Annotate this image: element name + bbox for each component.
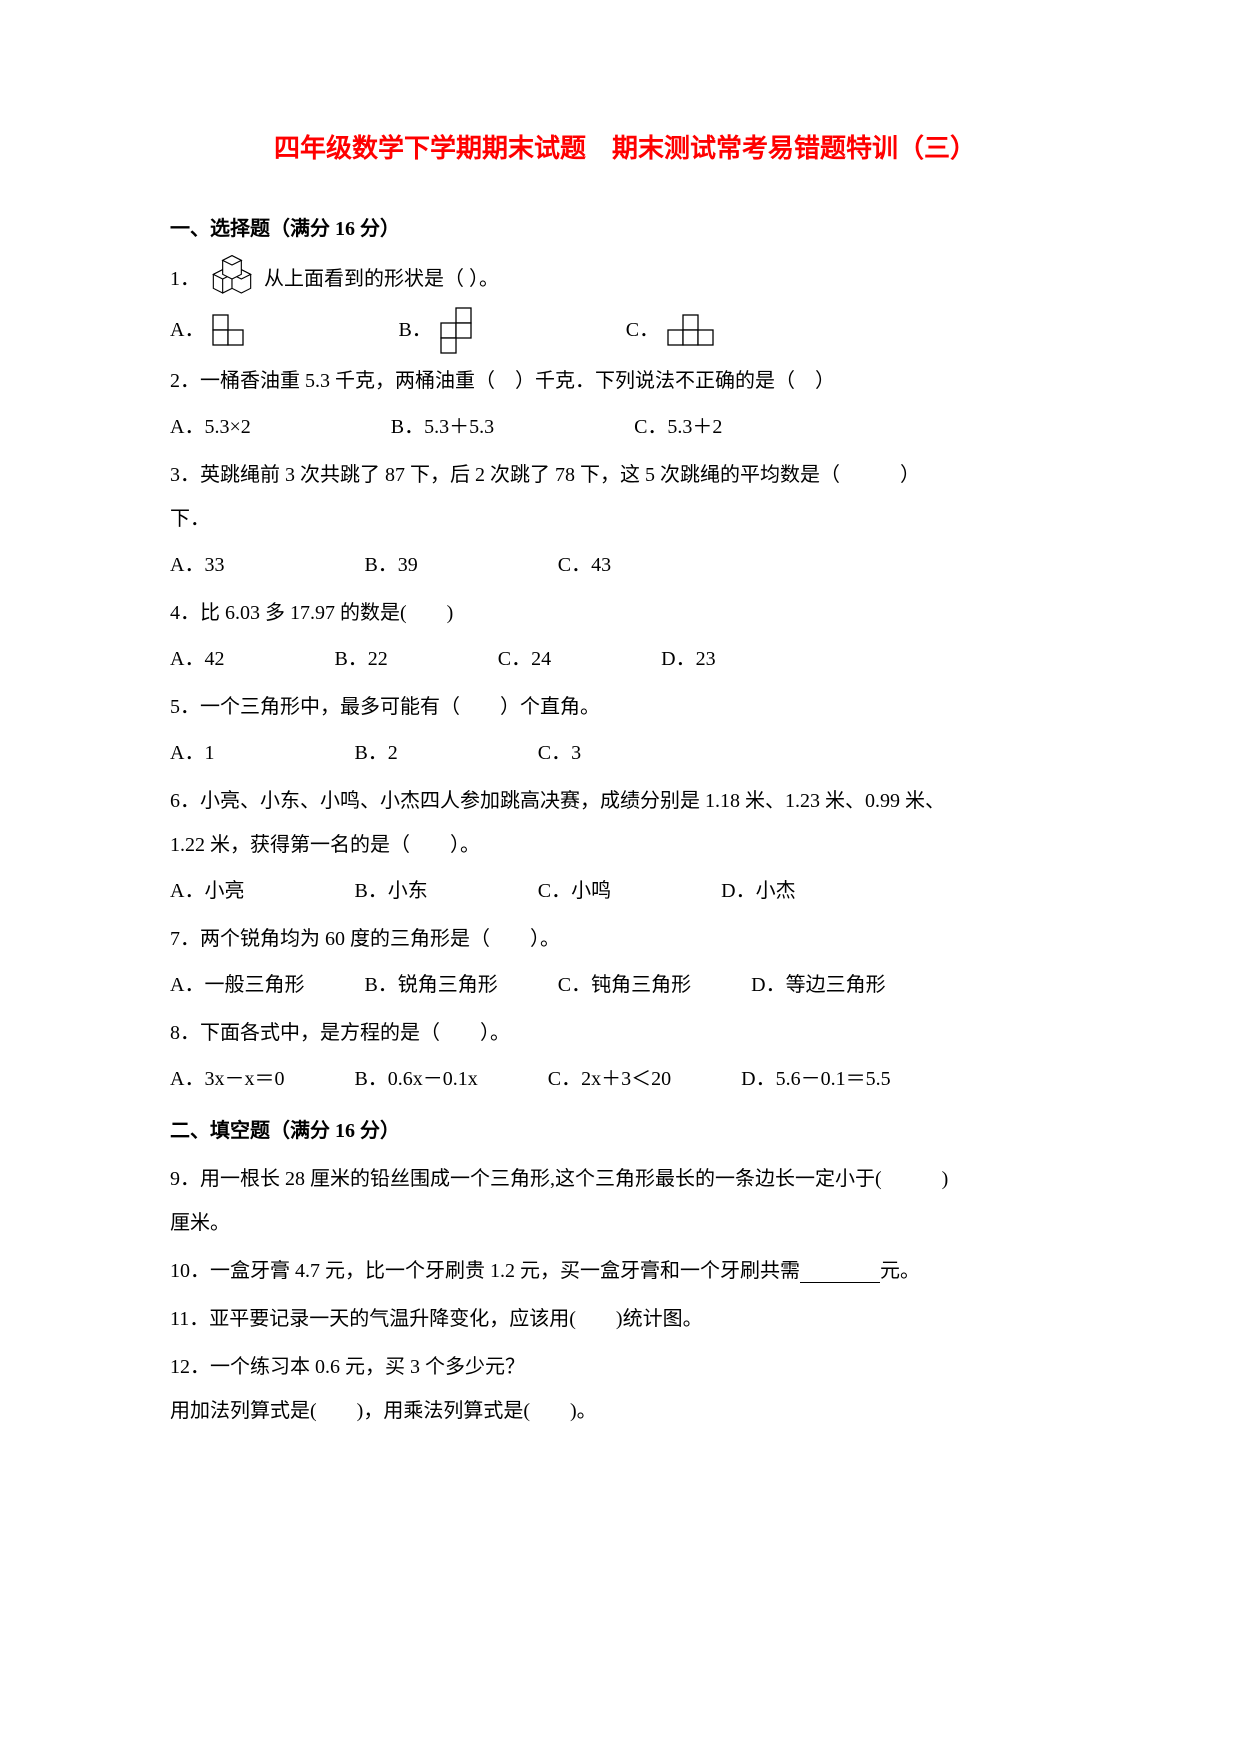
q8-opt-d: D．5.6－0.1＝5.5 (741, 1057, 890, 1101)
q1-opt-a-icon (208, 310, 258, 350)
page-title: 四年级数学下学期期末试题 期末测试常考易错题特训（三） (170, 120, 1080, 177)
q10-blank (800, 1263, 880, 1283)
q10: 10．一盒牙膏 4.7 元，比一个牙刷贵 1.2 元，买一盒牙膏和一个牙刷共需 元… (170, 1249, 1080, 1293)
q4-opt-b: B．22 (334, 637, 387, 681)
q4-options: A．42 B．22 C．24 D．23 (170, 637, 1080, 681)
q3: 3．英跳绳前 3 次共跳了 87 下，后 2 次跳了 78 下，这 5 次跳绳的… (170, 453, 1080, 497)
q12-trail: 用加法列算式是( )，用乘法列算式是( )。 (170, 1389, 1080, 1433)
q9-trail: 厘米。 (170, 1201, 1080, 1245)
q2-options: A．5.3×2 B．5.3＋5.3 C．5.3＋2 (170, 405, 1080, 449)
q1: 1． 从上面看到的形状是（ ）。 (170, 255, 1080, 303)
q8-opt-a: A．3x－x＝0 (170, 1057, 284, 1101)
q8: 8．下面各式中，是方程的是（ ）。 (170, 1011, 1080, 1055)
q3-options: A．33 B．39 C．43 (170, 543, 1080, 587)
q5-opt-c: C．3 (538, 731, 581, 775)
q5: 5．一个三角形中，最多可能有（ ）个直角。 (170, 685, 1080, 729)
q6-trail: 1.22 米，获得第一名的是（ ）。 (170, 823, 1080, 867)
q10-post: 元。 (880, 1260, 920, 1282)
q4-opt-c: C．24 (498, 637, 551, 681)
q6-opt-a: A．小亮 (170, 869, 244, 913)
section1-header: 一、选择题（满分 16 分） (170, 207, 1080, 251)
q5-opt-a: A．1 (170, 731, 214, 775)
q6: 6．小亮、小东、小鸣、小杰四人参加跳高决赛，成绩分别是 1.18 米、1.23 … (170, 779, 1080, 823)
q10-pre: 10．一盒牙膏 4.7 元，比一个牙刷贵 1.2 元，买一盒牙膏和一个牙刷共需 (170, 1260, 800, 1282)
q1-num: 1． (170, 257, 200, 301)
q1-opt-b-label: B． (398, 308, 431, 352)
q4-opt-a: A．42 (170, 637, 224, 681)
q3-opt-a: A．33 (170, 543, 224, 587)
q4: 4．比 6.03 多 17.97 的数是( ) (170, 591, 1080, 635)
q1-options: A． B． C． (170, 305, 1080, 355)
q1-figure-icon (204, 255, 260, 303)
q6-opt-d: D．小杰 (721, 869, 795, 913)
q8-opt-c: C．2x＋3＜20 (548, 1057, 671, 1101)
q7-opt-d: D．等边三角形 (751, 963, 885, 1007)
q2-opt-a: A．5.3×2 (170, 405, 251, 449)
q1-opt-b: B． (398, 305, 485, 355)
q7-opt-a: A．一般三角形 (170, 963, 304, 1007)
q1-opt-a-label: A． (170, 308, 204, 352)
q7-opt-c: C．钝角三角形 (558, 963, 691, 1007)
q8-opt-b: B．0.6x－0.1x (354, 1057, 477, 1101)
q8-options: A．3x－x＝0 B．0.6x－0.1x C．2x＋3＜20 D．5.6－0.1… (170, 1057, 1080, 1101)
q3-trail: 下． (170, 497, 1080, 541)
q6-opt-b: B．小东 (354, 869, 427, 913)
q9: 9．用一根长 28 厘米的铅丝围成一个三角形,这个三角形最长的一条边长一定小于(… (170, 1157, 1080, 1201)
q2: 2．一桶香油重 5.3 千克，两桶油重（ ）千克．下列说法不正确的是（ ） (170, 359, 1080, 403)
q1-opt-a: A． (170, 308, 258, 352)
q1-opt-c-label: C． (626, 308, 659, 352)
q6-opt-c: C．小鸣 (538, 869, 611, 913)
q1-text: 从上面看到的形状是（ ）。 (264, 257, 499, 301)
q3-opt-b: B．39 (364, 543, 417, 587)
q3-opt-c: C．43 (558, 543, 611, 587)
q5-opt-b: B．2 (354, 731, 397, 775)
q2-opt-b: B．5.3＋5.3 (391, 405, 494, 449)
q4-opt-d: D．23 (661, 637, 715, 681)
section2-header: 二、填空题（满分 16 分） (170, 1109, 1080, 1153)
q11: 11．亚平要记录一天的气温升降变化，应该用( )统计图。 (170, 1297, 1080, 1341)
q1-opt-c: C． (626, 308, 723, 352)
q6-options: A．小亮 B．小东 C．小鸣 D．小杰 (170, 869, 1080, 913)
q2-opt-c: C．5.3＋2 (634, 405, 722, 449)
q7-options: A．一般三角形 B．锐角三角形 C．钝角三角形 D．等边三角形 (170, 963, 1080, 1007)
q7: 7．两个锐角均为 60 度的三角形是（ ）。 (170, 917, 1080, 961)
q5-options: A．1 B．2 C．3 (170, 731, 1080, 775)
q7-opt-b: B．锐角三角形 (364, 963, 497, 1007)
q1-opt-b-icon (436, 305, 486, 355)
q1-opt-c-icon (663, 310, 723, 350)
q12: 12．一个练习本 0.6 元，买 3 个多少元？ (170, 1345, 1080, 1389)
